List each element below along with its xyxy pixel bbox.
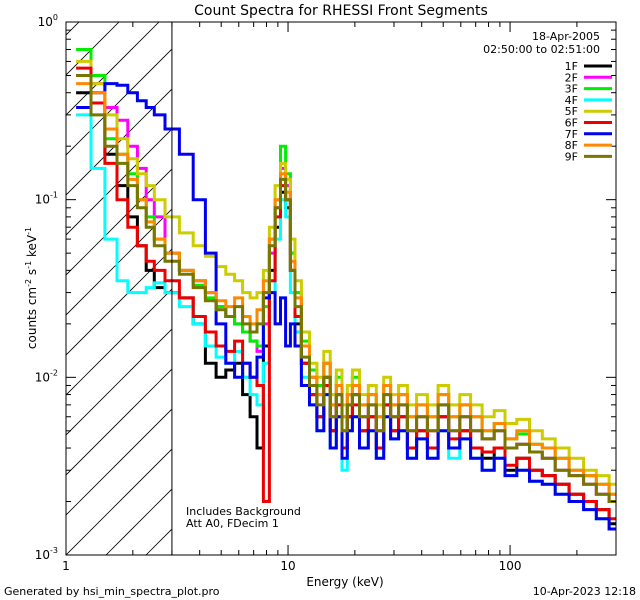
x-axis-label: Energy (keV) [306, 575, 383, 589]
hatch-line [66, 208, 172, 316]
series-line-5F [76, 59, 616, 486]
legend-label-1F: 1F [565, 60, 578, 73]
x-tick-label: 1 [62, 559, 70, 573]
legend-label-8F: 8F [565, 139, 578, 152]
y-tick-label: 10-2 [35, 368, 58, 384]
x-tick-label: 100 [499, 559, 522, 573]
hatch-line [66, 22, 120, 76]
hatch-line [105, 488, 172, 555]
legend-label-2F: 2F [565, 71, 578, 84]
hatch-line [66, 248, 172, 356]
series-line-9F [76, 74, 616, 503]
hatch-line [66, 448, 172, 555]
y-axis-label: counts cm-2 s-1 keV-1 [24, 227, 39, 349]
hatch-line [66, 368, 172, 476]
legend-label-7F: 7F [565, 128, 578, 141]
date-label: 18-Apr-2005 [532, 30, 600, 43]
plot-frame [65, 21, 617, 556]
x-tick-label: 10 [280, 559, 295, 573]
y-tick-label: 100 [38, 13, 58, 29]
time-range-label: 02:50:00 to 02:51:00 [483, 43, 600, 56]
hatch-line [66, 48, 172, 156]
hatch-line [66, 408, 172, 516]
hatch-line [66, 168, 172, 276]
axis-ticks: 1 10 100 100 10-1 10-2 10-3 [35, 13, 617, 573]
series-layer [76, 48, 616, 531]
annotation-attenuator: Att A0, FDecim 1 [186, 517, 279, 530]
series-line-4F [76, 113, 616, 531]
legend-label-6F: 6F [565, 117, 578, 130]
generated-by-footer: Generated by hsi_min_spectra_plot.pro [4, 585, 220, 598]
legend-label-4F: 4F [565, 94, 578, 107]
legend-label-9F: 9F [565, 150, 578, 163]
annotation-background: Includes Background [186, 505, 301, 518]
y-tick-label: 10-1 [35, 191, 58, 207]
hatch-line [66, 22, 160, 116]
y-tick-label: 10-3 [35, 546, 58, 562]
legend-label-5F: 5F [565, 105, 578, 118]
series-line-7F [76, 82, 616, 531]
timestamp-footer: 10-Apr-2023 12:18 [533, 585, 636, 598]
legend-label-3F: 3F [565, 83, 578, 96]
hatch-line [66, 288, 172, 396]
chart-title: Count Spectra for RHESSI Front Segments [194, 3, 488, 19]
hatch-line [66, 22, 80, 36]
